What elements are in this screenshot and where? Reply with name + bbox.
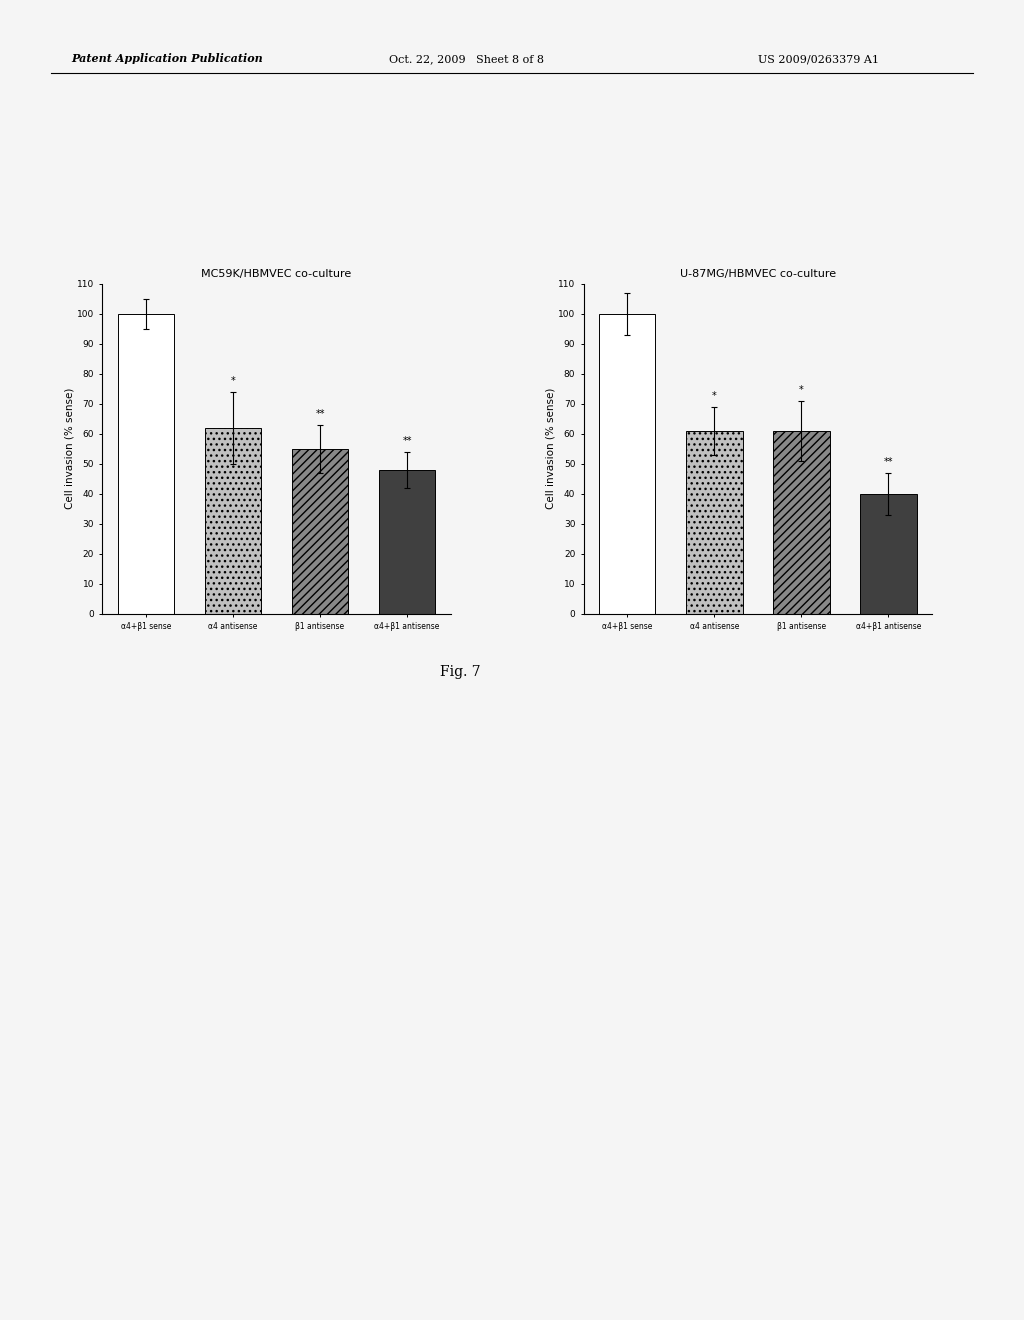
- Text: Oct. 22, 2009   Sheet 8 of 8: Oct. 22, 2009 Sheet 8 of 8: [389, 54, 544, 65]
- Y-axis label: Cell invasion (% sense): Cell invasion (% sense): [546, 388, 555, 510]
- Text: US 2009/0263379 A1: US 2009/0263379 A1: [758, 54, 879, 65]
- Text: **: **: [402, 436, 412, 446]
- Text: *: *: [799, 385, 804, 395]
- Text: **: **: [315, 409, 325, 418]
- Bar: [205, 428, 261, 614]
- Bar: [686, 430, 742, 614]
- Bar: [773, 430, 829, 614]
- Bar: [860, 494, 916, 614]
- Y-axis label: Cell invasion (% sense): Cell invasion (% sense): [65, 388, 74, 510]
- Bar: [599, 314, 655, 614]
- Text: Patent Application Publication: Patent Application Publication: [72, 53, 263, 65]
- Bar: [292, 449, 348, 614]
- Title: U-87MG/HBMVEC co-culture: U-87MG/HBMVEC co-culture: [680, 269, 836, 279]
- Bar: [118, 314, 174, 614]
- Text: **: **: [884, 457, 893, 467]
- Text: *: *: [712, 391, 717, 401]
- Title: MC59K/HBMVEC co-culture: MC59K/HBMVEC co-culture: [202, 269, 351, 279]
- Text: Fig. 7: Fig. 7: [440, 665, 481, 678]
- Bar: [379, 470, 435, 614]
- Text: *: *: [230, 376, 236, 385]
